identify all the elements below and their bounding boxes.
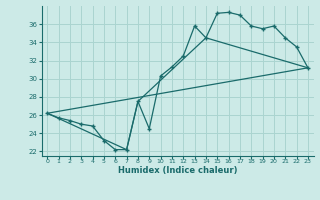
X-axis label: Humidex (Indice chaleur): Humidex (Indice chaleur) <box>118 166 237 175</box>
